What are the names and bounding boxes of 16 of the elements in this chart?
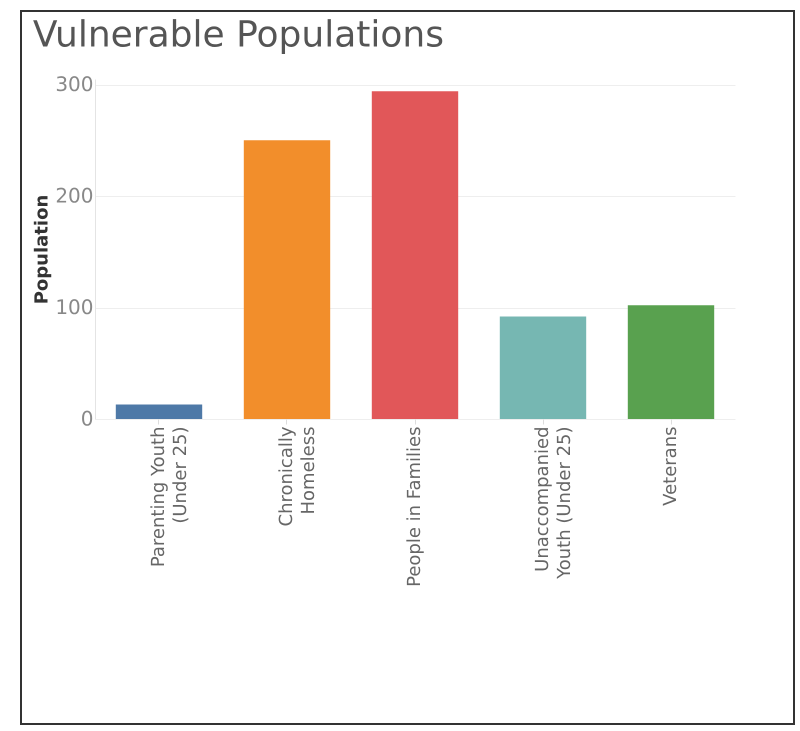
y-axis-title: Population bbox=[31, 194, 52, 304]
y-tick-label: 200 bbox=[55, 184, 94, 208]
x-tick-label: Unaccompanied Youth (Under 25) bbox=[532, 426, 575, 580]
bar bbox=[500, 316, 586, 419]
x-tick-label: People in Families bbox=[404, 426, 425, 587]
x-tick-label: Chronically Homeless bbox=[276, 426, 319, 526]
x-tick-label: Veterans bbox=[660, 426, 681, 506]
x-tick-label: Parenting Youth (Under 25) bbox=[148, 426, 191, 568]
bar bbox=[116, 404, 202, 419]
bar bbox=[244, 140, 330, 419]
bar bbox=[372, 91, 458, 419]
y-tick-label: 0 bbox=[80, 406, 94, 430]
y-tick-label: 300 bbox=[55, 72, 94, 96]
bar bbox=[628, 305, 714, 419]
y-tick-label: 100 bbox=[55, 295, 94, 320]
chart-title: Vulnerable Populations bbox=[32, 14, 444, 56]
